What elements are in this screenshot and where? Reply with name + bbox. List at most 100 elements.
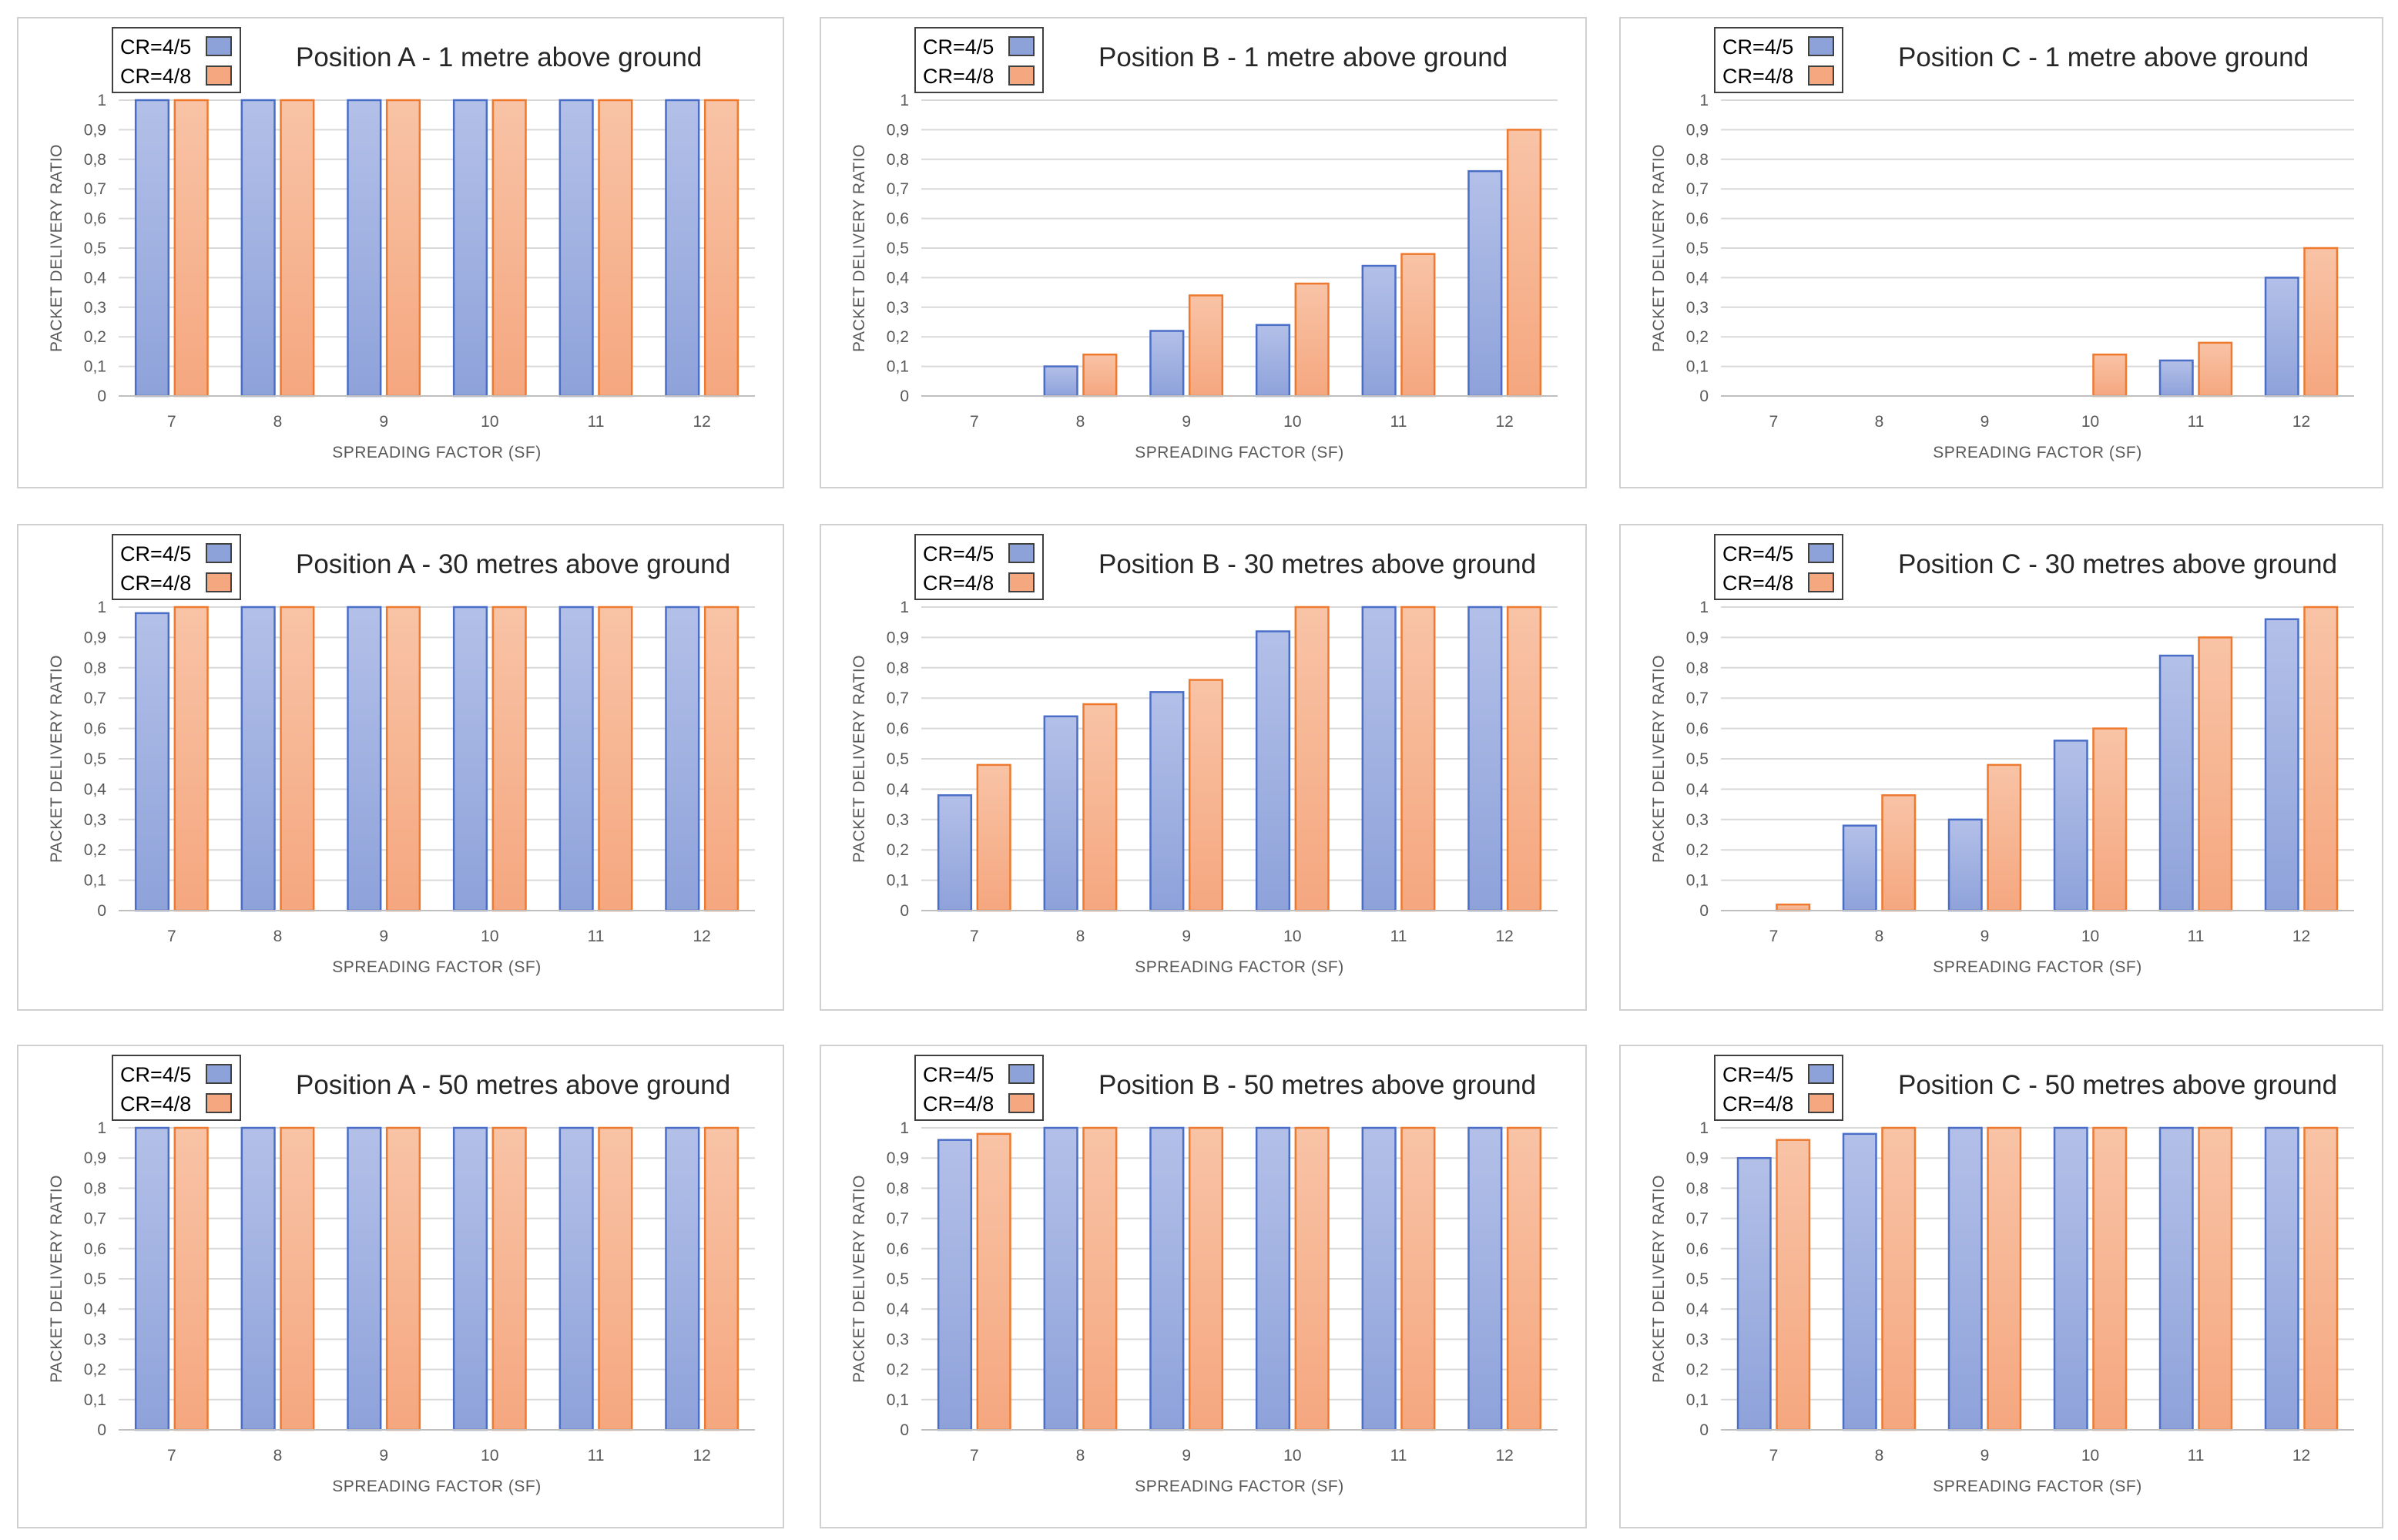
- bar-cr-4-8-sf-8: [1881, 794, 1917, 912]
- y-tick-label: 0,5: [1686, 750, 1709, 768]
- y-tick-label: 0,1: [887, 1391, 909, 1409]
- bar-cr-4-8-sf-11: [2198, 341, 2233, 398]
- bar-cr-4-5-sf-11: [558, 1126, 594, 1431]
- bar-cr-4-8-sf-7: [1776, 903, 1811, 912]
- x-tick-label: 12: [2292, 928, 2310, 945]
- y-tick-label: 0,4: [84, 780, 107, 798]
- y-tick-label: 0,7: [887, 689, 909, 707]
- legend-swatch-cr-4-5: [1808, 543, 1834, 563]
- y-tick-label: 0,2: [84, 1361, 106, 1379]
- y-tick-label: 1: [97, 599, 106, 616]
- bar-cr-4-8-sf-8: [1082, 353, 1118, 398]
- y-tick-label: 0,9: [84, 629, 106, 646]
- x-tick-label: 9: [1182, 928, 1191, 945]
- legend-swatch-cr-4-5: [206, 36, 232, 56]
- y-tick-label: 0: [1699, 388, 1709, 405]
- bar-cr-4-8-sf-11: [1400, 606, 1436, 912]
- chart-title: Position A - 50 metres above ground: [296, 1070, 730, 1100]
- bar-cr-4-8-sf-9: [1188, 1126, 1224, 1431]
- bar-cr-4-8-sf-9: [385, 606, 421, 912]
- y-axis-label: PACKET DELIVERY RATIO: [850, 1175, 868, 1383]
- bar-chart: 0 0,1 0,2 0,3 0,4 0,5 0,6 0,7 0,8 0,9 1 7 8 9 10 11 12 SP…: [850, 1055, 1558, 1495]
- y-tick-label: 0,6: [887, 1240, 909, 1258]
- x-axis-label: SPREADING FACTOR (SF): [332, 958, 541, 976]
- y-tick-label: 0: [97, 1421, 106, 1439]
- y-tick-label: 0,6: [887, 720, 909, 738]
- bar-cr-4-5-sf-9: [1947, 1126, 1983, 1431]
- bar-cr-4-5-sf-11: [1361, 264, 1397, 398]
- bar-cr-4-5-sf-10: [452, 1126, 488, 1431]
- bar-cr-4-8-sf-12: [2303, 1126, 2339, 1431]
- legend-label: CR=4/5: [120, 542, 191, 565]
- bar-cr-4-8-sf-7: [976, 763, 1011, 912]
- bar-cr-4-5-sf-8: [1043, 365, 1078, 398]
- x-tick-label: 11: [2188, 928, 2205, 945]
- y-tick-label: 0,9: [84, 1149, 106, 1167]
- bar-cr-4-5-sf-7: [937, 1139, 973, 1431]
- y-tick-label: 1: [97, 1119, 106, 1137]
- y-tick-label: 0,4: [1686, 1300, 1709, 1318]
- bar-cr-4-8-sf-8: [280, 606, 315, 912]
- y-axis-label: PACKET DELIVERY RATIO: [1650, 655, 1668, 863]
- y-tick-label: 0,6: [1686, 1240, 1709, 1258]
- bar-cr-4-8-sf-11: [598, 1126, 633, 1431]
- x-tick-label: 12: [1495, 928, 1513, 945]
- x-axis-label: SPREADING FACTOR (SF): [1933, 1478, 2141, 1495]
- bar-cr-4-5-sf-12: [1467, 169, 1503, 398]
- bar-cr-4-8-sf-7: [173, 606, 209, 912]
- chart-title: Position C - 50 metres above ground: [1898, 1070, 2337, 1100]
- legend: CR=4/5 CR=4/8: [914, 27, 1044, 93]
- x-tick-label: 9: [1182, 1447, 1191, 1465]
- y-tick-label: 0,7: [84, 1210, 106, 1228]
- y-tick-label: 0,4: [887, 1300, 910, 1318]
- y-tick-label: 0,3: [887, 811, 909, 829]
- y-tick-label: 0: [900, 1421, 909, 1439]
- legend: CR=4/5 CR=4/8: [1714, 1055, 1843, 1121]
- y-tick-label: 0,6: [84, 1240, 106, 1258]
- bar-cr-4-5-sf-10: [1255, 324, 1291, 398]
- chart-panel: 0 0,1 0,2 0,3 0,4 0,5 0,6 0,7 0,8 0,9 1 7 8 9 10 11 12 SP…: [17, 17, 784, 488]
- y-tick-label: 0,6: [887, 210, 909, 228]
- x-tick-label: 11: [1390, 1447, 1407, 1465]
- y-axis-label: PACKET DELIVERY RATIO: [48, 144, 65, 352]
- chart-panel: 0 0,1 0,2 0,3 0,4 0,5 0,6 0,7 0,8 0,9 1 7 8 9 10 11 12 SP…: [820, 524, 1587, 1011]
- bar-cr-4-8-sf-8: [1082, 703, 1118, 912]
- y-tick-label: 0,3: [84, 299, 106, 317]
- bar-cr-4-5-sf-9: [1149, 691, 1185, 912]
- bar-cr-4-5-sf-8: [1043, 1126, 1078, 1431]
- y-tick-label: 0,6: [1686, 720, 1709, 738]
- y-tick-label: 0,3: [1686, 811, 1709, 829]
- bar-cr-4-5-sf-12: [665, 1126, 700, 1431]
- bar-cr-4-5-sf-8: [240, 99, 276, 398]
- y-tick-label: 0,2: [887, 328, 909, 346]
- y-axis-label: PACKET DELIVERY RATIO: [1650, 144, 1668, 352]
- y-tick-label: 0,2: [887, 1361, 909, 1379]
- legend-label: CR=4/5: [1722, 35, 1793, 59]
- y-tick-label: 0,5: [84, 1270, 106, 1288]
- x-tick-label: 10: [481, 413, 498, 431]
- y-tick-label: 0,4: [1686, 780, 1709, 798]
- bar-cr-4-8-sf-10: [1294, 1126, 1330, 1431]
- y-tick-label: 0,2: [84, 841, 106, 859]
- x-tick-label: 11: [1390, 928, 1407, 945]
- x-tick-label: 7: [970, 1447, 979, 1465]
- y-axis-label: PACKET DELIVERY RATIO: [850, 144, 868, 352]
- x-tick-label: 9: [379, 1447, 388, 1465]
- y-tick-label: 0,3: [84, 1330, 106, 1348]
- y-tick-label: 0: [900, 388, 909, 405]
- bar-cr-4-5-sf-9: [1947, 818, 1983, 912]
- legend: CR=4/5 CR=4/8: [112, 534, 241, 600]
- x-tick-label: 8: [1076, 1447, 1085, 1465]
- chart-panel: 0 0,1 0,2 0,3 0,4 0,5 0,6 0,7 0,8 0,9 1 7 8 9 10 11 12 SP…: [1619, 1045, 2383, 1528]
- x-tick-label: 8: [1875, 928, 1884, 945]
- bar-cr-4-8-sf-12: [703, 99, 740, 398]
- bar-cr-4-5-sf-8: [240, 606, 276, 912]
- bar-chart: 0 0,1 0,2 0,3 0,4 0,5 0,6 0,7 0,8 0,9 1 7 8 9 10 11 12 SP…: [1650, 27, 2354, 461]
- y-tick-label: 0,2: [1686, 841, 1709, 859]
- x-tick-label: 10: [481, 928, 498, 945]
- x-axis-label: SPREADING FACTOR (SF): [1135, 1478, 1343, 1495]
- y-tick-label: 1: [1699, 1119, 1709, 1137]
- legend-swatch-cr-4-8: [206, 1093, 232, 1113]
- y-tick-label: 1: [900, 599, 909, 616]
- x-tick-label: 8: [1076, 928, 1085, 945]
